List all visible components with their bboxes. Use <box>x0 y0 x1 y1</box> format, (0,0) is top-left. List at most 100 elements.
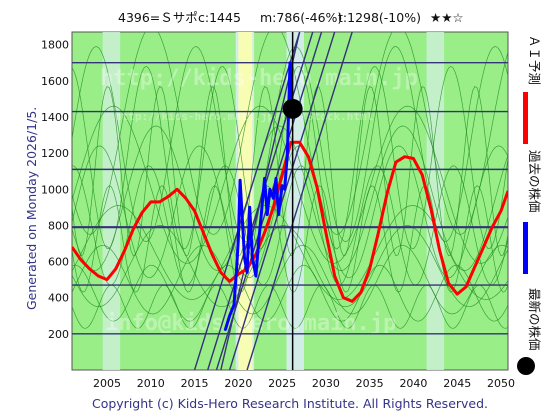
ai-point-7 <box>132 228 135 230</box>
price-point-11 <box>254 275 257 277</box>
ai-point-15 <box>202 231 205 234</box>
x-tick-label: 2045 <box>443 377 471 390</box>
ai-point-43 <box>447 282 450 285</box>
legend-ai-label: ＡＩ予測 <box>527 35 542 85</box>
indicator-line-13 <box>72 32 508 235</box>
indicator-line-9 <box>72 105 508 264</box>
price-point-9 <box>248 206 251 209</box>
ai-point-47 <box>482 246 485 248</box>
ai-point-40 <box>421 173 424 176</box>
trend-line-3 <box>193 32 301 370</box>
ai-point-12 <box>176 188 178 191</box>
x-tick-label: 2010 <box>137 377 165 390</box>
ai-point-0 <box>72 246 73 248</box>
y-tick-label: 1200 <box>41 147 69 160</box>
price-point-21 <box>283 188 286 191</box>
ai-point-6 <box>123 249 126 252</box>
legend-latest-marker <box>517 357 535 375</box>
y-tick-label: 1400 <box>41 111 69 124</box>
ai-point-26 <box>298 141 301 144</box>
legend-past-swatch <box>523 222 528 274</box>
watermark-3: info@kids-hero.main.jp <box>105 311 396 336</box>
ai-point-33 <box>360 291 362 294</box>
ai-point-11 <box>167 195 170 198</box>
ai-point-10 <box>158 201 161 203</box>
price-point-1 <box>228 314 231 317</box>
ai-point-3 <box>97 275 100 277</box>
ai-point-23 <box>272 206 275 209</box>
ai-point-25 <box>289 141 292 144</box>
price-point-8 <box>246 271 249 274</box>
ai-point-36 <box>386 191 389 194</box>
ai-point-5 <box>114 267 117 270</box>
indicator-line-2 <box>72 244 508 315</box>
x-tick-label: 2015 <box>181 377 209 390</box>
x-tick-label: 2020 <box>224 377 252 390</box>
price-point-22 <box>286 152 289 155</box>
price-point-3 <box>235 267 238 270</box>
rating-stars: ★★☆ <box>430 10 464 25</box>
ai-point-38 <box>403 155 406 158</box>
ai-point-8 <box>141 211 143 214</box>
price-point-2 <box>233 304 235 306</box>
y-tick-label: 400 <box>48 292 69 305</box>
price-point-4 <box>237 238 240 241</box>
ai-point-30 <box>333 275 336 277</box>
ai-point-46 <box>473 266 476 268</box>
y-tick-label: 800 <box>48 219 69 232</box>
price-point-23 <box>289 61 291 64</box>
price-point-20 <box>281 184 284 187</box>
price-point-5 <box>239 179 241 182</box>
y-tick-label: 1800 <box>41 39 69 52</box>
ai-point-1 <box>79 258 82 261</box>
target-price: t:1298(-10%) <box>338 10 421 25</box>
y-tick-label: 200 <box>48 328 69 341</box>
trend-line-2 <box>228 32 336 370</box>
price-point-6 <box>241 224 244 227</box>
price-point-7 <box>243 257 246 259</box>
latest-price-marker <box>282 98 303 119</box>
ai-point-31 <box>342 296 345 299</box>
copyright: Copyright (c) Kids-Hero Research Institu… <box>92 396 488 411</box>
y-tick-label: 1000 <box>41 183 69 196</box>
ai-point-39 <box>412 157 415 160</box>
price-point-15 <box>266 213 269 216</box>
trend-line-4 <box>220 32 301 370</box>
stock-code-name: 4396=Ｓサポ <box>118 10 198 25</box>
generated-date: Generated on Monday 2026/1/5. <box>24 107 39 310</box>
ai-point-28 <box>316 186 319 189</box>
x-tick-label: 2030 <box>312 377 340 390</box>
ai-point-16 <box>211 253 213 256</box>
ai-point-42 <box>438 249 441 252</box>
ai-point-2 <box>88 267 91 270</box>
indicator-line-7 <box>72 145 508 279</box>
ai-point-37 <box>395 161 397 164</box>
price-point-0 <box>224 329 227 332</box>
price-point-10 <box>251 257 254 259</box>
ai-point-45 <box>465 285 467 288</box>
ai-point-35 <box>377 231 380 234</box>
moving-average: m:786(-46%) <box>260 10 342 25</box>
current-price: c:1445 <box>198 10 241 25</box>
ai-point-44 <box>456 293 459 295</box>
indicator-line-1 <box>72 264 508 322</box>
price-point-17 <box>272 197 275 200</box>
price-point-19 <box>277 213 280 216</box>
price-point-16 <box>268 188 271 191</box>
ai-point-14 <box>193 210 196 212</box>
y-tick-label: 600 <box>48 256 69 269</box>
y-tick-label: 1600 <box>41 75 69 88</box>
price-point-14 <box>263 177 266 180</box>
x-tick-label: 2025 <box>268 377 296 390</box>
ai-point-13 <box>184 197 187 200</box>
trend-line-5 <box>246 32 353 370</box>
price-point-12 <box>257 242 260 245</box>
ai-point-48 <box>491 226 494 229</box>
x-tick-label: 2035 <box>356 377 384 390</box>
ai-point-50 <box>507 190 508 192</box>
ai-point-49 <box>500 210 502 212</box>
x-tick-label: 2040 <box>399 377 427 390</box>
ai-point-29 <box>324 231 327 234</box>
ai-point-41 <box>430 208 432 211</box>
